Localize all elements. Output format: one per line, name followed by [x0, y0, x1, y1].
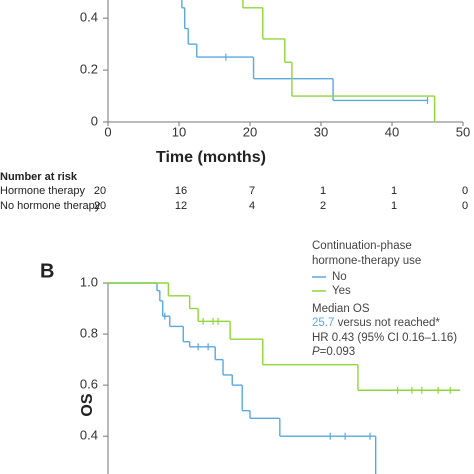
risk-value: 4	[249, 200, 255, 212]
panel-letter: B	[40, 260, 54, 282]
y-axis-title: OS	[79, 393, 96, 416]
risk-row-label: Hormone therapy	[0, 185, 85, 197]
y-tick-label: 0.6	[80, 377, 98, 392]
x-axis-title: Time (months)	[156, 149, 266, 166]
legend-label: Yes	[332, 285, 351, 297]
p-value: P=0.093	[312, 346, 355, 358]
risk-title: Number at risk	[0, 171, 78, 183]
annotation-title: Median OS	[312, 303, 370, 315]
risk-value: 16	[175, 185, 187, 197]
risk-value: 1	[320, 185, 326, 197]
y-tick-label: 0.2	[80, 62, 98, 77]
risk-value: 0	[462, 185, 468, 197]
y-tick-label: 1.0	[80, 274, 98, 289]
p-symbol: P	[312, 346, 320, 358]
risk-value: 0	[462, 200, 468, 212]
risk-value: 7	[249, 185, 255, 197]
x-tick-label: 10	[172, 124, 186, 139]
risk-value: 12	[175, 200, 187, 212]
risk-value: 2	[320, 200, 326, 212]
y-tick-label: 0.8	[80, 326, 98, 341]
risk-row-label: No hormone therapy	[0, 200, 101, 212]
annotation-text: 25.7 versus not reached*	[312, 317, 440, 329]
x-tick-label: 20	[243, 124, 257, 139]
y-tick-label: 0.4	[80, 10, 98, 25]
plot-area	[181, 0, 436, 122]
x-tick-label: 40	[385, 124, 399, 139]
hazard-ratio: HR 0.43 (95% CI 0.16–1.16)	[312, 332, 457, 344]
x-tick-label: 0	[104, 124, 111, 139]
risk-value: 20	[94, 185, 106, 197]
risk-value: 1	[391, 185, 397, 197]
risk-value: 1	[391, 200, 397, 212]
median-value: 25.7	[312, 317, 334, 329]
legend-title: hormone-therapy use	[312, 255, 421, 267]
y-tick-label: 0	[91, 113, 98, 128]
x-tick-label: 30	[314, 124, 328, 139]
legend-label: No	[332, 271, 347, 283]
risk-value: 20	[94, 200, 106, 212]
p-text: =0.093	[320, 346, 356, 358]
y-tick-label: 0.4	[80, 428, 98, 443]
x-tick-label: 50	[456, 124, 470, 139]
legend-title: Continuation-phase	[312, 240, 412, 252]
plot-area	[108, 282, 461, 474]
median-text: versus not reached*	[338, 317, 441, 329]
